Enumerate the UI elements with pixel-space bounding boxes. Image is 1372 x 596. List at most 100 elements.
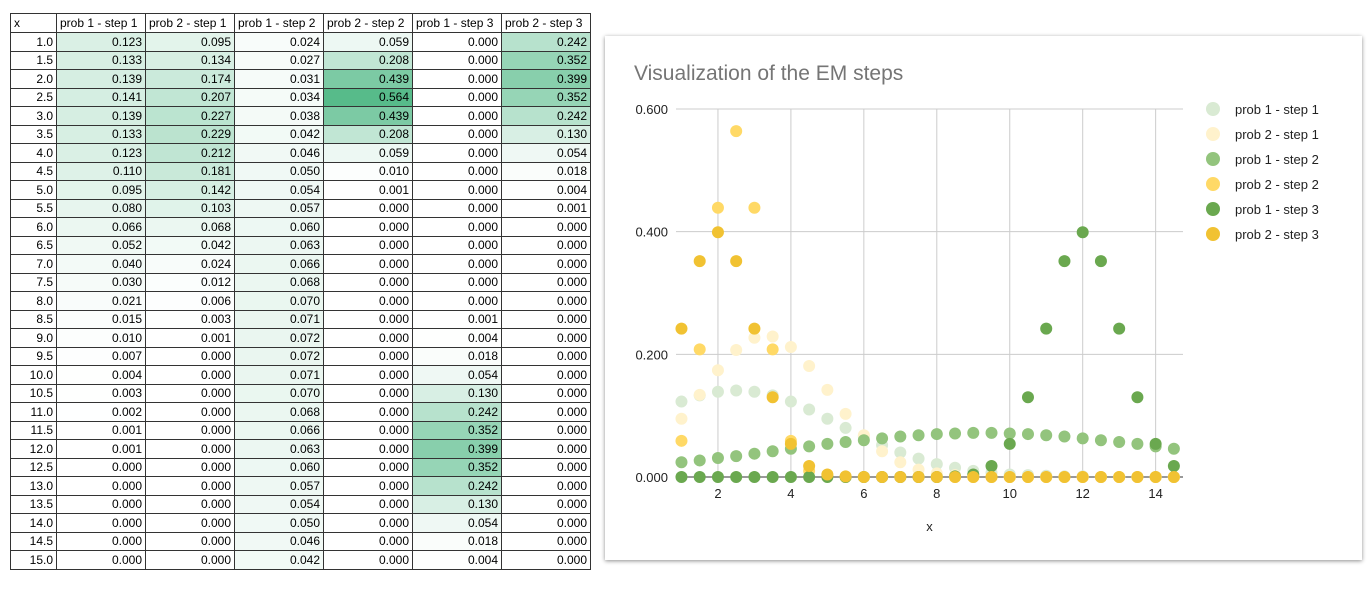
value-cell[interactable]: 0.000 <box>323 383 413 403</box>
value-cell[interactable]: 0.066 <box>56 217 146 237</box>
value-cell[interactable]: 0.003 <box>56 383 146 403</box>
value-cell[interactable]: 0.352 <box>501 50 591 70</box>
value-cell[interactable]: 0.000 <box>56 550 146 570</box>
value-cell[interactable]: 0.000 <box>501 291 591 311</box>
value-cell[interactable]: 0.000 <box>501 402 591 422</box>
value-cell[interactable]: 0.000 <box>501 309 591 329</box>
value-cell[interactable]: 0.000 <box>412 69 502 89</box>
value-cell[interactable]: 0.000 <box>412 291 502 311</box>
value-cell[interactable]: 0.242 <box>501 32 591 52</box>
value-cell[interactable]: 0.000 <box>145 494 235 514</box>
x-cell[interactable]: 10.5 <box>10 383 57 403</box>
value-cell[interactable]: 0.000 <box>501 457 591 477</box>
value-cell[interactable]: 0.242 <box>412 402 502 422</box>
x-cell[interactable]: 6.0 <box>10 217 57 237</box>
value-cell[interactable]: 0.001 <box>145 328 235 348</box>
value-cell[interactable]: 0.000 <box>323 235 413 255</box>
value-cell[interactable]: 0.564 <box>323 87 413 107</box>
value-cell[interactable]: 0.000 <box>412 32 502 52</box>
value-cell[interactable]: 0.000 <box>412 254 502 274</box>
value-cell[interactable]: 0.000 <box>145 476 235 496</box>
value-cell[interactable]: 0.057 <box>234 476 324 496</box>
value-cell[interactable]: 0.130 <box>412 494 502 514</box>
x-cell[interactable]: 8.5 <box>10 309 57 329</box>
value-cell[interactable]: 0.021 <box>56 291 146 311</box>
value-cell[interactable]: 0.212 <box>145 143 235 163</box>
value-cell[interactable]: 0.066 <box>234 254 324 274</box>
value-cell[interactable]: 0.024 <box>234 32 324 52</box>
value-cell[interactable]: 0.072 <box>234 346 324 366</box>
value-cell[interactable]: 0.207 <box>145 87 235 107</box>
value-cell[interactable]: 0.010 <box>323 161 413 181</box>
value-cell[interactable]: 0.000 <box>145 346 235 366</box>
value-cell[interactable]: 0.054 <box>234 494 324 514</box>
value-cell[interactable]: 0.142 <box>145 180 235 200</box>
value-cell[interactable]: 0.399 <box>501 69 591 89</box>
x-cell[interactable]: 8.0 <box>10 291 57 311</box>
value-cell[interactable]: 0.057 <box>234 198 324 218</box>
value-cell[interactable]: 0.000 <box>323 550 413 570</box>
value-cell[interactable]: 0.000 <box>412 235 502 255</box>
value-cell[interactable]: 0.139 <box>56 69 146 89</box>
value-cell[interactable]: 0.123 <box>56 143 146 163</box>
value-cell[interactable]: 0.004 <box>501 180 591 200</box>
value-cell[interactable]: 0.000 <box>412 124 502 144</box>
value-cell[interactable]: 0.000 <box>323 476 413 496</box>
value-cell[interactable]: 0.000 <box>412 87 502 107</box>
value-cell[interactable]: 0.000 <box>323 420 413 440</box>
chart-card[interactable]: Visualization of the EM steps 0.000 0.200… <box>605 36 1362 560</box>
value-cell[interactable]: 0.000 <box>412 50 502 70</box>
x-cell[interactable]: 7.0 <box>10 254 57 274</box>
value-cell[interactable]: 0.181 <box>145 161 235 181</box>
value-cell[interactable]: 0.000 <box>412 217 502 237</box>
value-cell[interactable]: 0.123 <box>56 32 146 52</box>
x-cell[interactable]: 1.5 <box>10 50 57 70</box>
value-cell[interactable]: 0.006 <box>145 291 235 311</box>
value-cell[interactable]: 0.103 <box>145 198 235 218</box>
value-cell[interactable]: 0.130 <box>501 124 591 144</box>
value-cell[interactable]: 0.071 <box>234 309 324 329</box>
value-cell[interactable]: 0.042 <box>234 550 324 570</box>
value-cell[interactable]: 0.000 <box>56 476 146 496</box>
value-cell[interactable]: 0.070 <box>234 291 324 311</box>
value-cell[interactable]: 0.000 <box>145 420 235 440</box>
value-cell[interactable]: 0.227 <box>145 106 235 126</box>
value-cell[interactable]: 0.439 <box>323 106 413 126</box>
value-cell[interactable]: 0.010 <box>56 328 146 348</box>
value-cell[interactable]: 0.000 <box>145 402 235 422</box>
value-cell[interactable]: 0.208 <box>323 50 413 70</box>
value-cell[interactable]: 0.133 <box>56 50 146 70</box>
x-cell[interactable]: 4.0 <box>10 143 57 163</box>
value-cell[interactable]: 0.000 <box>323 402 413 422</box>
x-cell[interactable]: 15.0 <box>10 550 57 570</box>
value-cell[interactable]: 0.000 <box>501 439 591 459</box>
x-cell[interactable]: 12.0 <box>10 439 57 459</box>
value-cell[interactable]: 0.000 <box>56 513 146 533</box>
value-cell[interactable]: 0.000 <box>145 439 235 459</box>
column-header[interactable]: prob 2 - step 3 <box>501 13 591 33</box>
value-cell[interactable]: 0.012 <box>145 272 235 292</box>
value-cell[interactable]: 0.063 <box>234 235 324 255</box>
value-cell[interactable]: 0.000 <box>501 365 591 385</box>
value-cell[interactable]: 0.000 <box>501 513 591 533</box>
value-cell[interactable]: 0.000 <box>145 457 235 477</box>
value-cell[interactable]: 0.054 <box>412 513 502 533</box>
value-cell[interactable]: 0.031 <box>234 69 324 89</box>
value-cell[interactable]: 0.000 <box>323 457 413 477</box>
value-cell[interactable]: 0.352 <box>412 420 502 440</box>
x-cell[interactable]: 14.0 <box>10 513 57 533</box>
column-header[interactable]: prob 1 - step 3 <box>412 13 502 33</box>
value-cell[interactable]: 0.000 <box>145 513 235 533</box>
value-cell[interactable]: 0.141 <box>56 87 146 107</box>
value-cell[interactable]: 0.018 <box>501 161 591 181</box>
value-cell[interactable]: 0.066 <box>234 420 324 440</box>
value-cell[interactable]: 0.000 <box>323 531 413 551</box>
x-cell[interactable]: 2.0 <box>10 69 57 89</box>
value-cell[interactable]: 0.000 <box>145 383 235 403</box>
value-cell[interactable]: 0.110 <box>56 161 146 181</box>
value-cell[interactable]: 0.080 <box>56 198 146 218</box>
value-cell[interactable]: 0.042 <box>234 124 324 144</box>
value-cell[interactable]: 0.399 <box>412 439 502 459</box>
value-cell[interactable]: 0.000 <box>323 309 413 329</box>
column-header[interactable]: prob 1 - step 2 <box>234 13 324 33</box>
